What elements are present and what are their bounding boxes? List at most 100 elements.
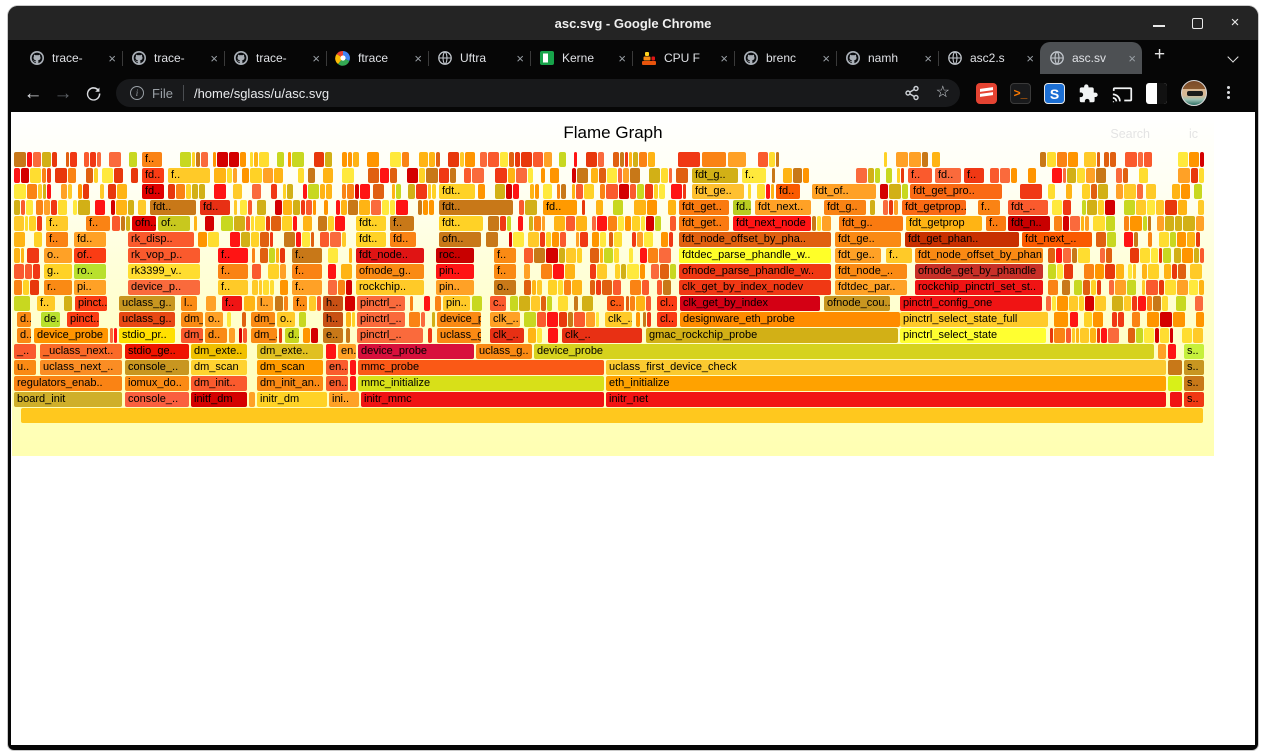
flame-frame[interactable] <box>660 264 669 279</box>
flame-frame[interactable] <box>27 184 37 199</box>
flame-frame[interactable] <box>1046 296 1051 311</box>
flame-frame[interactable] <box>619 184 629 199</box>
flame-frame[interactable] <box>528 232 539 247</box>
flame-frame[interactable] <box>436 152 440 167</box>
flame-frame[interactable] <box>572 280 582 295</box>
reload-button[interactable] <box>78 85 108 102</box>
close-icon[interactable]: × <box>1230 14 1240 31</box>
flame-frame[interactable] <box>111 200 115 215</box>
flame-frame-fdt_g[interactable]: fdt_g.. <box>692 168 738 183</box>
flame-frame[interactable] <box>64 296 72 311</box>
flame-frame[interactable] <box>590 264 596 279</box>
flame-frame[interactable] <box>1116 264 1124 279</box>
flame-frame[interactable] <box>649 168 660 183</box>
flame-frame[interactable] <box>1194 248 1199 263</box>
flame-frame[interactable] <box>1101 328 1107 343</box>
flame-frame[interactable] <box>359 200 370 215</box>
flame-frame[interactable] <box>1158 344 1166 359</box>
flame-frame[interactable] <box>234 200 237 215</box>
flame-frame[interactable] <box>1178 152 1188 167</box>
flame-frame[interactable] <box>1104 152 1109 167</box>
flame-frame[interactable] <box>342 232 346 247</box>
flame-frame[interactable] <box>1132 296 1137 311</box>
flame-frame[interactable] <box>288 152 291 167</box>
flame-frame-_uclass_next[interactable]: _uclass_next.. <box>40 344 122 359</box>
flame-frame[interactable] <box>600 248 603 263</box>
flame-frame[interactable] <box>208 232 219 247</box>
flame-frame[interactable] <box>772 168 775 183</box>
flame-frame[interactable] <box>206 296 216 311</box>
flame-frame-c[interactable]: c.. <box>490 296 506 311</box>
flame-frame[interactable] <box>270 280 274 295</box>
flame-frame[interactable] <box>367 152 379 167</box>
flame-frame[interactable] <box>432 312 435 327</box>
flame-frame[interactable] <box>564 280 571 295</box>
flame-frame[interactable] <box>613 152 619 167</box>
flame-frame[interactable] <box>227 312 231 327</box>
flame-frame[interactable] <box>271 216 281 231</box>
flame-frame[interactable] <box>1118 312 1124 327</box>
flame-frame[interactable] <box>1146 280 1158 295</box>
flame-frame[interactable] <box>669 232 673 247</box>
flame-frame[interactable] <box>353 152 359 167</box>
flame-frame-l[interactable]: l.. <box>181 296 197 311</box>
flame-frame[interactable] <box>259 280 262 295</box>
flame-frame[interactable] <box>1105 264 1115 279</box>
flame-frame[interactable] <box>1091 280 1096 295</box>
flame-frame[interactable] <box>392 184 395 199</box>
flame-frame[interactable] <box>1095 264 1104 279</box>
flame-frame-clk_[interactable]: clk_.. <box>490 328 524 343</box>
flame-frame[interactable] <box>14 216 24 231</box>
flame-frame[interactable] <box>279 328 282 343</box>
flame-frame[interactable] <box>537 312 546 327</box>
flame-frame[interactable] <box>574 312 585 327</box>
flame-frame-ofn[interactable]: ofn.. <box>439 232 481 247</box>
flame-frame[interactable] <box>402 152 409 167</box>
flame-frame-h[interactable]: h.. <box>323 312 343 327</box>
flame-frame[interactable] <box>30 280 39 295</box>
flame-frame-fd[interactable]: fd.. <box>733 200 751 215</box>
flame-frame[interactable] <box>535 184 539 199</box>
flame-frame[interactable] <box>769 152 775 167</box>
flame-frame[interactable] <box>110 328 113 343</box>
flame-frame[interactable] <box>640 264 645 279</box>
flame-frame[interactable] <box>547 296 552 311</box>
flame-frame[interactable] <box>259 152 269 167</box>
flame-frame-d[interactable]: d.. <box>17 328 31 343</box>
flame-frame[interactable] <box>1165 200 1177 215</box>
flame-frame[interactable] <box>1191 168 1198 183</box>
flame-frame[interactable] <box>1132 312 1140 327</box>
flame-frame[interactable] <box>643 312 646 327</box>
flame-frame[interactable] <box>313 200 316 215</box>
flame-frame[interactable] <box>897 168 900 183</box>
maximize-icon[interactable] <box>1190 16 1204 30</box>
flame-frame[interactable] <box>500 216 506 231</box>
flame-frame-clk_[interactable]: clk_.. <box>605 312 632 327</box>
flame-frame[interactable] <box>242 312 246 327</box>
flame-frame[interactable] <box>95 200 105 215</box>
flame-frame[interactable] <box>1128 264 1132 279</box>
flame-frame[interactable] <box>1064 264 1073 279</box>
flame-frame[interactable] <box>636 296 645 311</box>
flame-frame-dm_scan[interactable]: dm_scan <box>191 360 247 375</box>
flame-frame[interactable] <box>576 184 583 199</box>
flame-frame[interactable] <box>1174 248 1181 263</box>
flame-frame[interactable] <box>301 200 305 215</box>
flame-frame[interactable] <box>346 280 352 295</box>
flame-frame-d[interactable]: d.. <box>285 328 299 343</box>
flame-frame[interactable] <box>1057 152 1067 167</box>
flame-frame[interactable] <box>348 152 352 167</box>
flame-frame[interactable] <box>1052 200 1062 215</box>
flame-frame[interactable] <box>1091 184 1097 199</box>
flame-frame[interactable] <box>614 248 619 263</box>
flame-frame-fdt[interactable]: fdt.. <box>356 232 386 247</box>
flame-frame[interactable] <box>14 232 25 247</box>
flame-frame[interactable] <box>29 216 36 231</box>
flame-frame[interactable] <box>328 264 336 279</box>
flame-frame[interactable] <box>1100 248 1105 263</box>
flame-frame[interactable] <box>1153 296 1161 311</box>
flame-frame[interactable] <box>435 296 441 311</box>
flame-frame[interactable] <box>1170 328 1173 343</box>
flame-frame[interactable] <box>428 184 431 199</box>
flame-frame[interactable] <box>1168 360 1182 375</box>
